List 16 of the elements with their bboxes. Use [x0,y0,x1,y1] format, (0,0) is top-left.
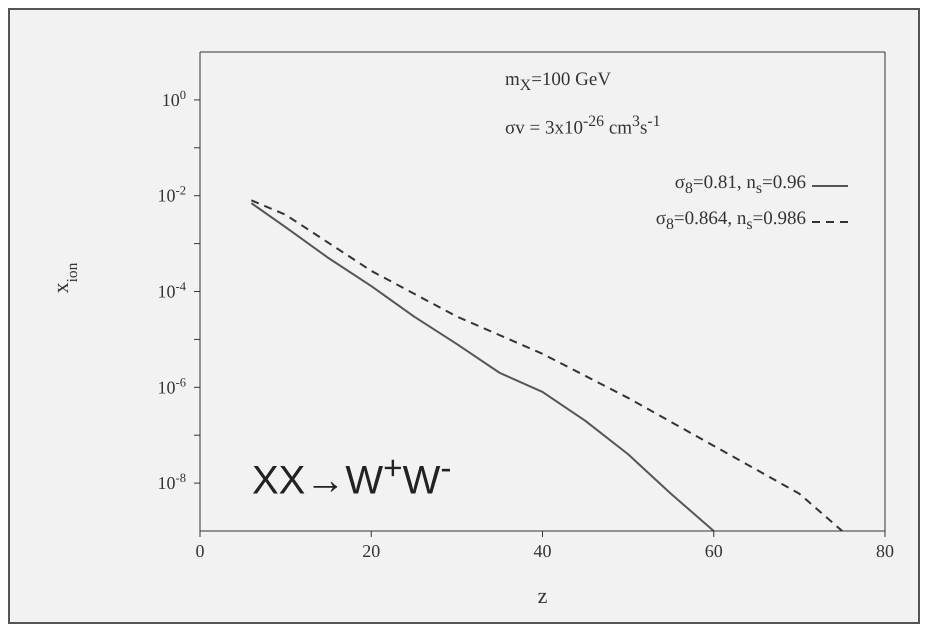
x-tick-label: 40 [534,541,552,561]
annotation: m$_{X}$=100 GeV [505,68,612,96]
x-tick-label: 0 [196,541,204,561]
legend-label: σ$_{8}$=0.81, n$_{s}$=0.96 [674,171,806,199]
x-axis-title: z [538,583,548,608]
y-tick-label: 10$^{0}$ [162,88,186,110]
x-tick-label: 20 [362,541,380,561]
x-tick-label: 80 [876,541,894,561]
y-tick-label: 10$^{-4}$ [158,280,187,302]
annotation: XX→W$^{+}$W$^{-}$ [252,450,452,504]
legend-label: σ$_{8}$=0.864, n$_{s}$=0.986 [656,206,806,235]
y-tick-label: 10$^{-6}$ [158,375,186,398]
y-tick-label: 10$^{-2}$ [158,184,186,206]
annotation: σv = 3x10$^{-26}$ cm$^{3}$s$^{-1}$ [505,112,661,140]
x-tick-label: 60 [704,541,723,561]
y-tick-label: 10$^{-8}$ [158,471,186,494]
